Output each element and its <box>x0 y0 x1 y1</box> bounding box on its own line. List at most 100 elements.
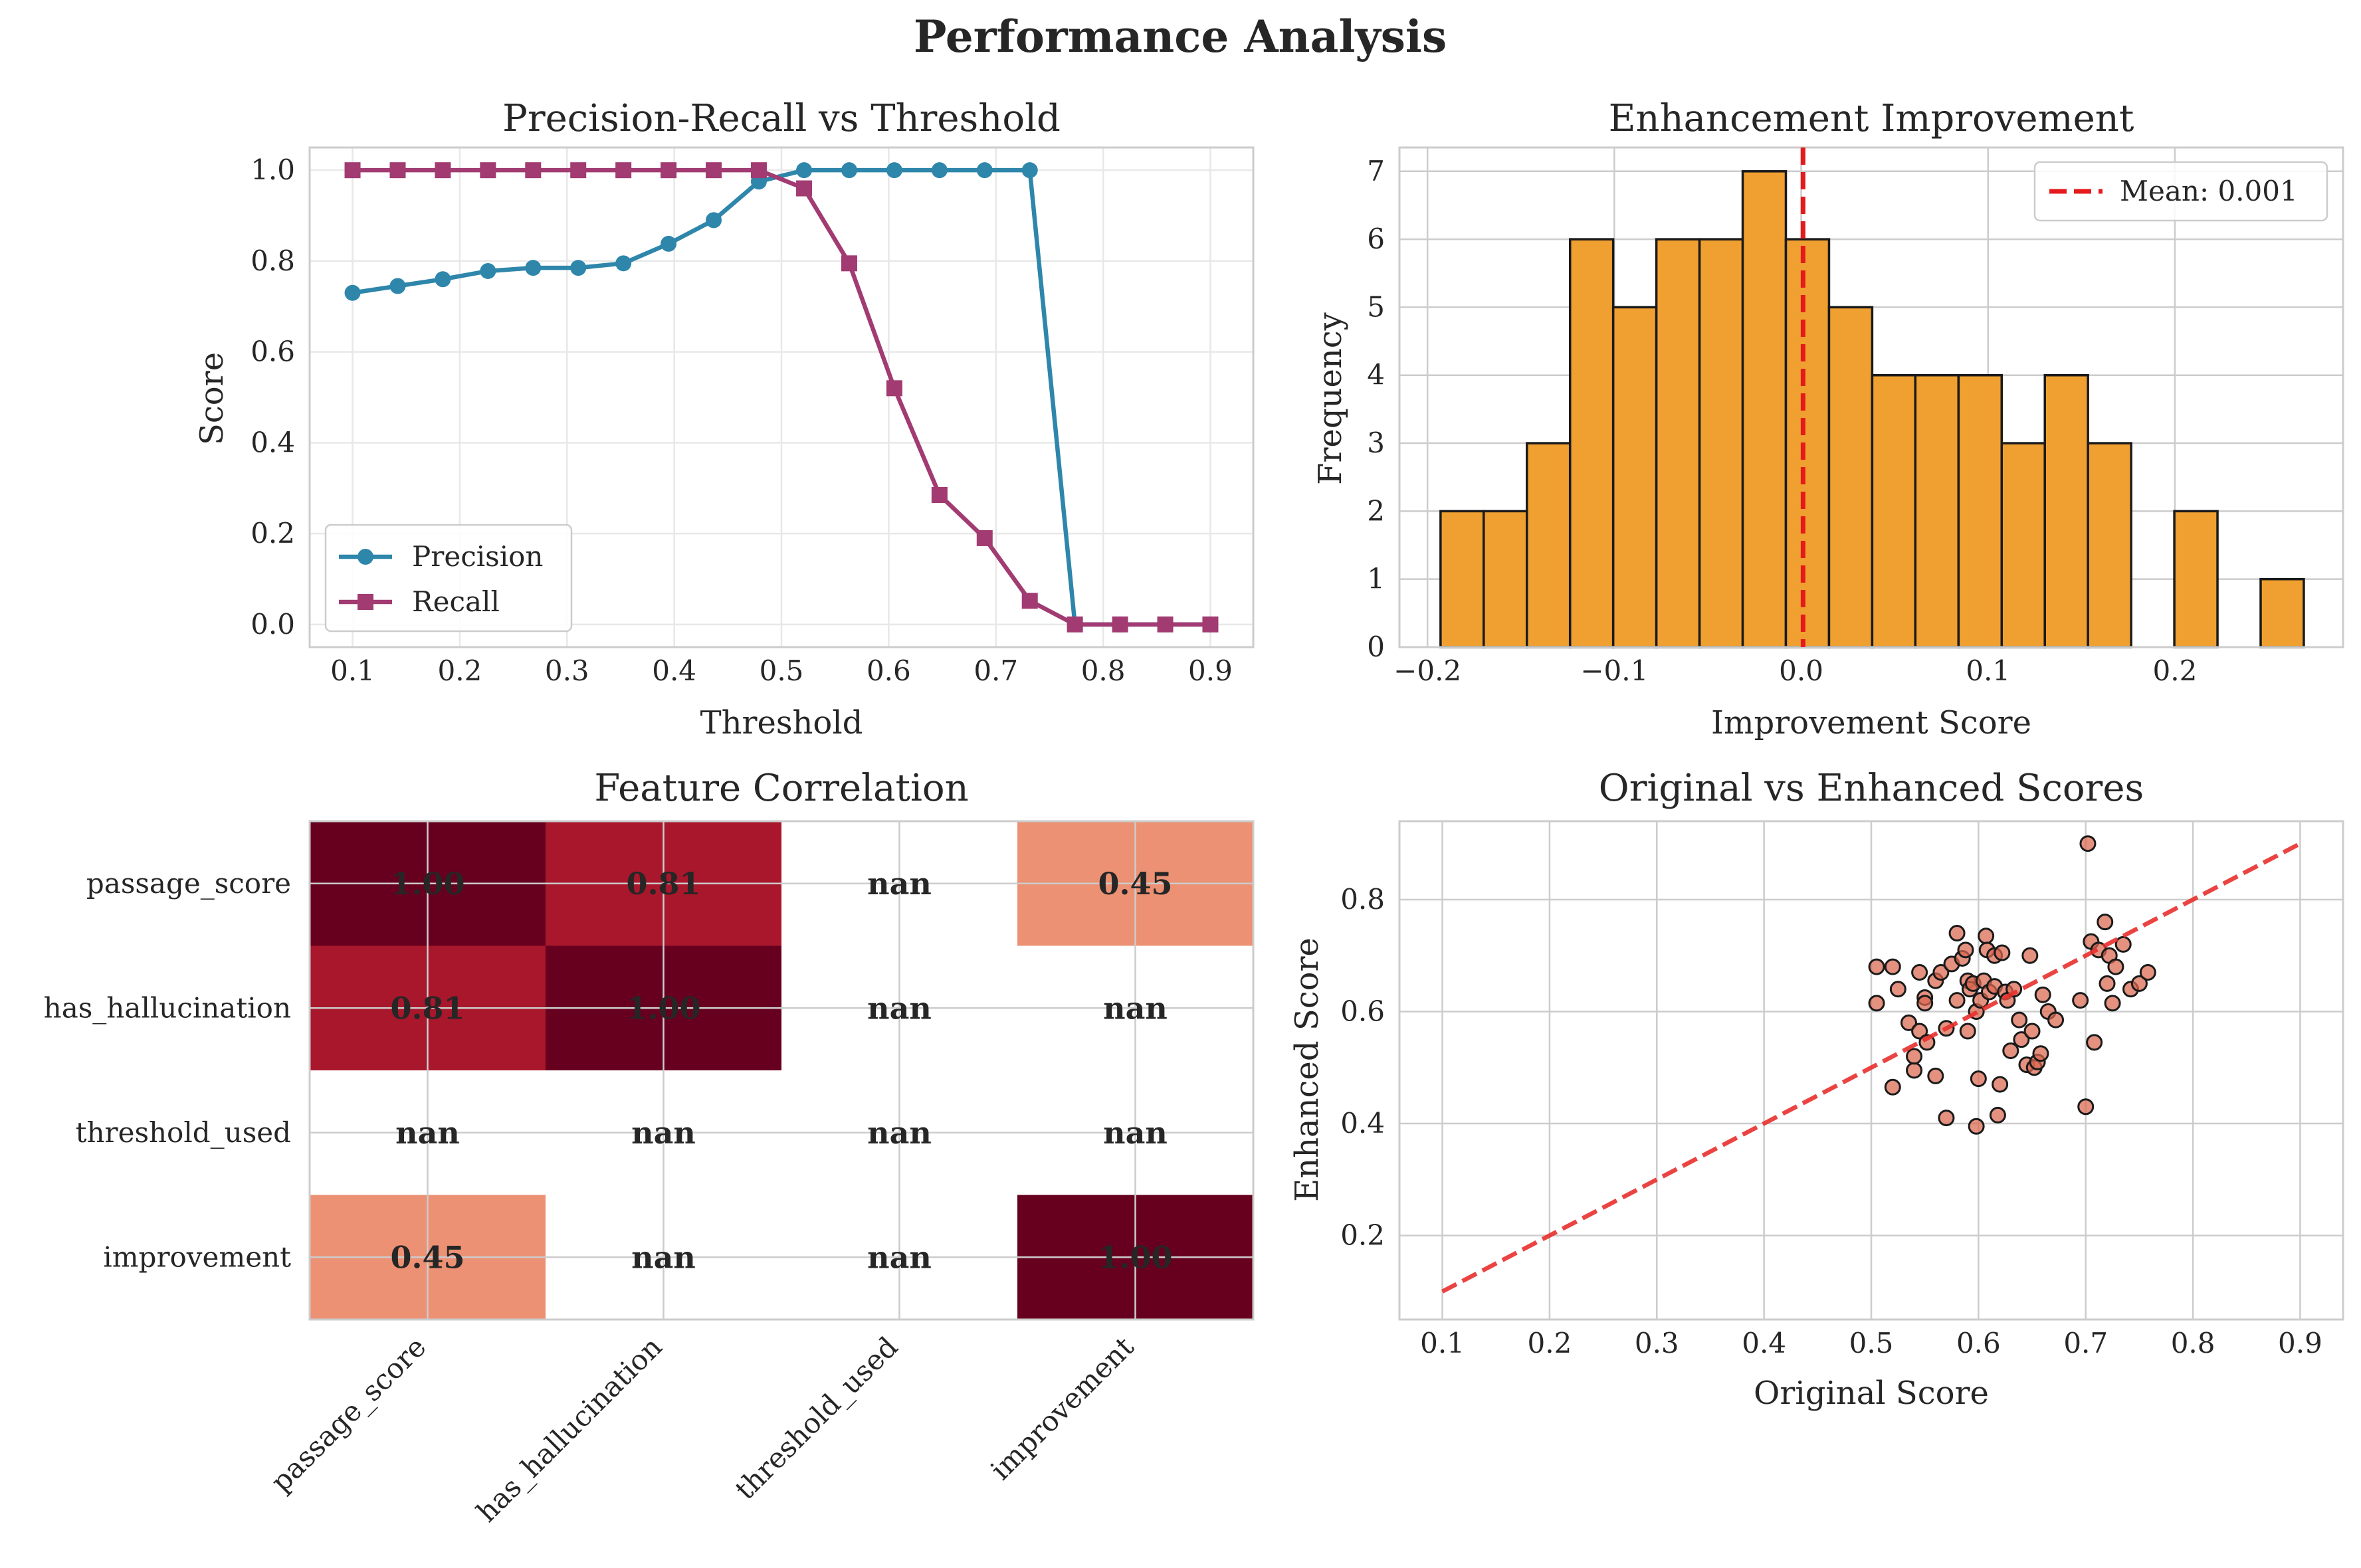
hist-xlabel: Improvement Score <box>1711 704 2031 741</box>
pr-recall-point <box>435 162 451 179</box>
scatter-point <box>1916 995 1934 1012</box>
heat-row-label: has_hallucination <box>44 991 291 1024</box>
pr-legend-box <box>324 524 573 633</box>
scatter-point <box>1868 958 1885 975</box>
precision-recall-panel: Precision-Recall vs Threshold Threshold … <box>193 97 1255 741</box>
pr-recall-point <box>931 486 948 503</box>
pr-recall-point <box>615 162 632 179</box>
heat-row-label: improvement <box>103 1240 291 1273</box>
scatter-point <box>2011 1011 2028 1029</box>
heatmap-cell-value: nan <box>631 1239 696 1275</box>
hist-bar <box>2087 442 2132 648</box>
heat-row-label: passage_score <box>86 867 291 900</box>
heatmap-cell-value: 0.45 <box>390 1239 464 1275</box>
pr-precision-point <box>1021 162 1038 179</box>
heat-row-label: threshold_used <box>76 1116 291 1149</box>
pr-x-tick-label: 0.9 <box>1188 654 1233 687</box>
pr-recall-point <box>570 162 587 179</box>
pr-x-tick-label: 0.7 <box>974 654 1018 687</box>
heatmap-cell-value: nan <box>1103 990 1168 1026</box>
hist-bar <box>1655 238 1701 648</box>
hist-y-tick-label: 2 <box>1367 494 1385 527</box>
hist-ylabel: Frequency <box>1312 312 1349 485</box>
heat-col-label: has_hallucination <box>470 1330 668 1528</box>
hist-y-tick-label: 6 <box>1367 223 1385 255</box>
scatter-x-tick-label: 0.6 <box>1956 1327 2001 1359</box>
scatter-point <box>1889 981 1906 998</box>
scatter-plot-frame <box>1398 820 2344 1321</box>
hist-bar <box>1914 373 1960 648</box>
hist-y-tick-label: 0 <box>1367 631 1385 663</box>
pr-y-tick-label: 0.2 <box>251 517 295 549</box>
pr-y-tick-label: 0.0 <box>251 608 295 640</box>
scatter-point <box>2139 964 2156 981</box>
scatter-x-tick-label: 0.5 <box>1849 1327 1894 1359</box>
pr-recall-point <box>1202 616 1219 633</box>
scatter-point <box>2097 914 2114 931</box>
pr-precision-point <box>841 162 857 179</box>
scatter-x-tick-label: 0.3 <box>1635 1327 1679 1359</box>
heat-plot-frame <box>308 820 1255 1321</box>
pr-precision-point <box>435 271 451 288</box>
scatter-point <box>1948 992 1966 1009</box>
hist-bar <box>1526 442 1572 648</box>
pr-recall-point <box>886 380 902 397</box>
scatter-point <box>1968 1118 1985 1135</box>
pr-recall-point <box>750 162 767 179</box>
heat-col-label: improvement <box>984 1330 1140 1486</box>
scatter-point <box>2104 995 2121 1012</box>
hist-x-tick-label: 0.1 <box>1966 654 2010 687</box>
pr-recall-point <box>706 162 722 179</box>
scatter-xlabel: Original Score <box>1754 1375 1989 1412</box>
scatter-point <box>1948 925 1966 942</box>
scatter-point <box>2013 1031 2030 1048</box>
hist-bar <box>2259 577 2305 648</box>
scatter-point <box>1900 1014 1917 1031</box>
pr-precision-point <box>931 162 948 179</box>
scatter-point <box>2099 975 2116 992</box>
scatter-point <box>2047 1011 2065 1029</box>
pr-recall-point <box>841 255 857 272</box>
scatter-point <box>2086 1034 2103 1051</box>
scatter-ylabel: Enhanced Score <box>1288 937 1326 1202</box>
correlation-heatmap-panel: Feature Correlation 1.00 0.81 nan 0.45 0.81 1… <box>44 767 1255 1528</box>
scatter-point <box>1989 1106 2006 1124</box>
scatter-title: Original vs Enhanced Scores <box>1599 767 2144 810</box>
pr-recall-point <box>1157 616 1174 633</box>
hist-x-tick-label: −0.2 <box>1393 654 1461 687</box>
pr-precision-point <box>661 235 677 252</box>
scatter-y-tick-label: 0.8 <box>1340 883 1385 916</box>
hist-bar <box>2043 373 2089 648</box>
hist-bar <box>1439 510 1485 648</box>
pr-recall-point <box>389 162 406 179</box>
scatter-point <box>1994 944 2011 961</box>
heatmap-cell-value: nan <box>867 1115 932 1151</box>
heatmap-cell-value: nan <box>867 990 932 1026</box>
pr-x-tick-label: 0.1 <box>330 654 375 687</box>
pr-recall-point <box>796 180 813 197</box>
scatter-point <box>2077 1098 2095 1116</box>
pr-x-tick-label: 0.8 <box>1081 654 1126 687</box>
hist-legend-label: Mean: 0.001 <box>2120 175 2298 207</box>
scatter-point <box>1911 1023 1928 1040</box>
hist-y-tick-label: 7 <box>1367 155 1385 187</box>
pr-recall-point <box>525 162 542 179</box>
pr-y-tick-label: 1.0 <box>251 153 295 186</box>
pr-x-tick-label: 0.5 <box>760 654 804 687</box>
hist-bar <box>2000 442 2046 648</box>
hist-legend-box <box>2033 161 2328 222</box>
scatter-x-tick-label: 0.7 <box>2063 1327 2108 1359</box>
hist-x-tick-label: −0.1 <box>1580 654 1648 687</box>
pr-recall-point <box>1021 593 1038 609</box>
hist-y-tick-label: 4 <box>1367 359 1385 391</box>
scatter-point <box>1959 1023 1976 1040</box>
hist-bar <box>1568 238 1615 648</box>
scatter-x-tick-label: 0.9 <box>2278 1327 2322 1359</box>
scatter-point <box>2107 958 2124 975</box>
hist-bar <box>2173 510 2219 648</box>
pr-recall-point <box>1112 616 1128 633</box>
hist-bar <box>1957 373 2003 648</box>
figure-title: Performance Analysis <box>914 11 1447 62</box>
scatter-panel: Original vs Enhanced Scores Original Sco… <box>1288 767 2344 1412</box>
